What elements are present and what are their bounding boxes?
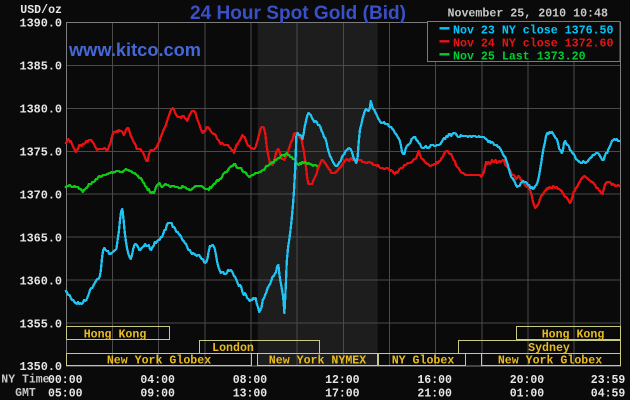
- svg-text:23:59: 23:59: [591, 373, 626, 387]
- svg-text:04:00: 04:00: [140, 373, 175, 387]
- svg-text:November 25, 2010 10:48: November 25, 2010 10:48: [448, 7, 609, 21]
- svg-text:13:00: 13:00: [233, 387, 268, 400]
- svg-text:1385.0: 1385.0: [20, 60, 63, 74]
- svg-text:16:00: 16:00: [417, 373, 452, 387]
- svg-text:1360.0: 1360.0: [20, 274, 63, 288]
- svg-text:USD/oz: USD/oz: [20, 4, 62, 17]
- svg-text:01:00: 01:00: [510, 387, 545, 400]
- svg-text:08:00: 08:00: [233, 373, 268, 387]
- svg-text:NY Globex: NY Globex: [392, 355, 455, 368]
- svg-text:21:00: 21:00: [417, 387, 452, 400]
- svg-text:Sydney: Sydney: [528, 342, 570, 355]
- svg-text:05:00: 05:00: [48, 387, 83, 400]
- svg-text:GMT: GMT: [15, 386, 36, 400]
- svg-text:1375.0: 1375.0: [20, 146, 63, 160]
- svg-text:Hong Kong: Hong Kong: [84, 329, 147, 342]
- svg-text:NY Time: NY Time: [1, 373, 49, 387]
- svg-text:17:00: 17:00: [325, 387, 360, 400]
- svg-text:New York Globex: New York Globex: [498, 355, 602, 368]
- svg-text:24 Hour Spot Gold (Bid): 24 Hour Spot Gold (Bid): [190, 2, 406, 24]
- svg-text:12:00: 12:00: [325, 373, 360, 387]
- svg-text:09:00: 09:00: [140, 387, 175, 400]
- svg-text:04:59: 04:59: [591, 387, 626, 400]
- svg-text:Nov 25 Last 1373.20: Nov 25 Last 1373.20: [453, 50, 586, 64]
- svg-text:1350.0: 1350.0: [20, 360, 63, 374]
- svg-text:1390.0: 1390.0: [20, 17, 63, 31]
- svg-text:Nov 23 NY close 1376.50: Nov 23 NY close 1376.50: [453, 24, 614, 38]
- svg-text:Nov 24 NY close 1372.60: Nov 24 NY close 1372.60: [453, 37, 614, 51]
- svg-text:1355.0: 1355.0: [20, 317, 63, 331]
- svg-text:New York Globex: New York Globex: [107, 355, 211, 368]
- svg-text:1370.0: 1370.0: [20, 188, 63, 202]
- svg-text:Hong Kong: Hong Kong: [542, 329, 605, 342]
- svg-text:New York NYMEX: New York NYMEX: [269, 355, 366, 368]
- svg-text:00:00: 00:00: [48, 373, 83, 387]
- svg-text:London: London: [212, 342, 254, 355]
- svg-text:1365.0: 1365.0: [20, 231, 63, 245]
- svg-text:20:00: 20:00: [510, 373, 545, 387]
- svg-text:www.kitco.com: www.kitco.com: [68, 39, 201, 60]
- svg-text:1380.0: 1380.0: [20, 103, 63, 117]
